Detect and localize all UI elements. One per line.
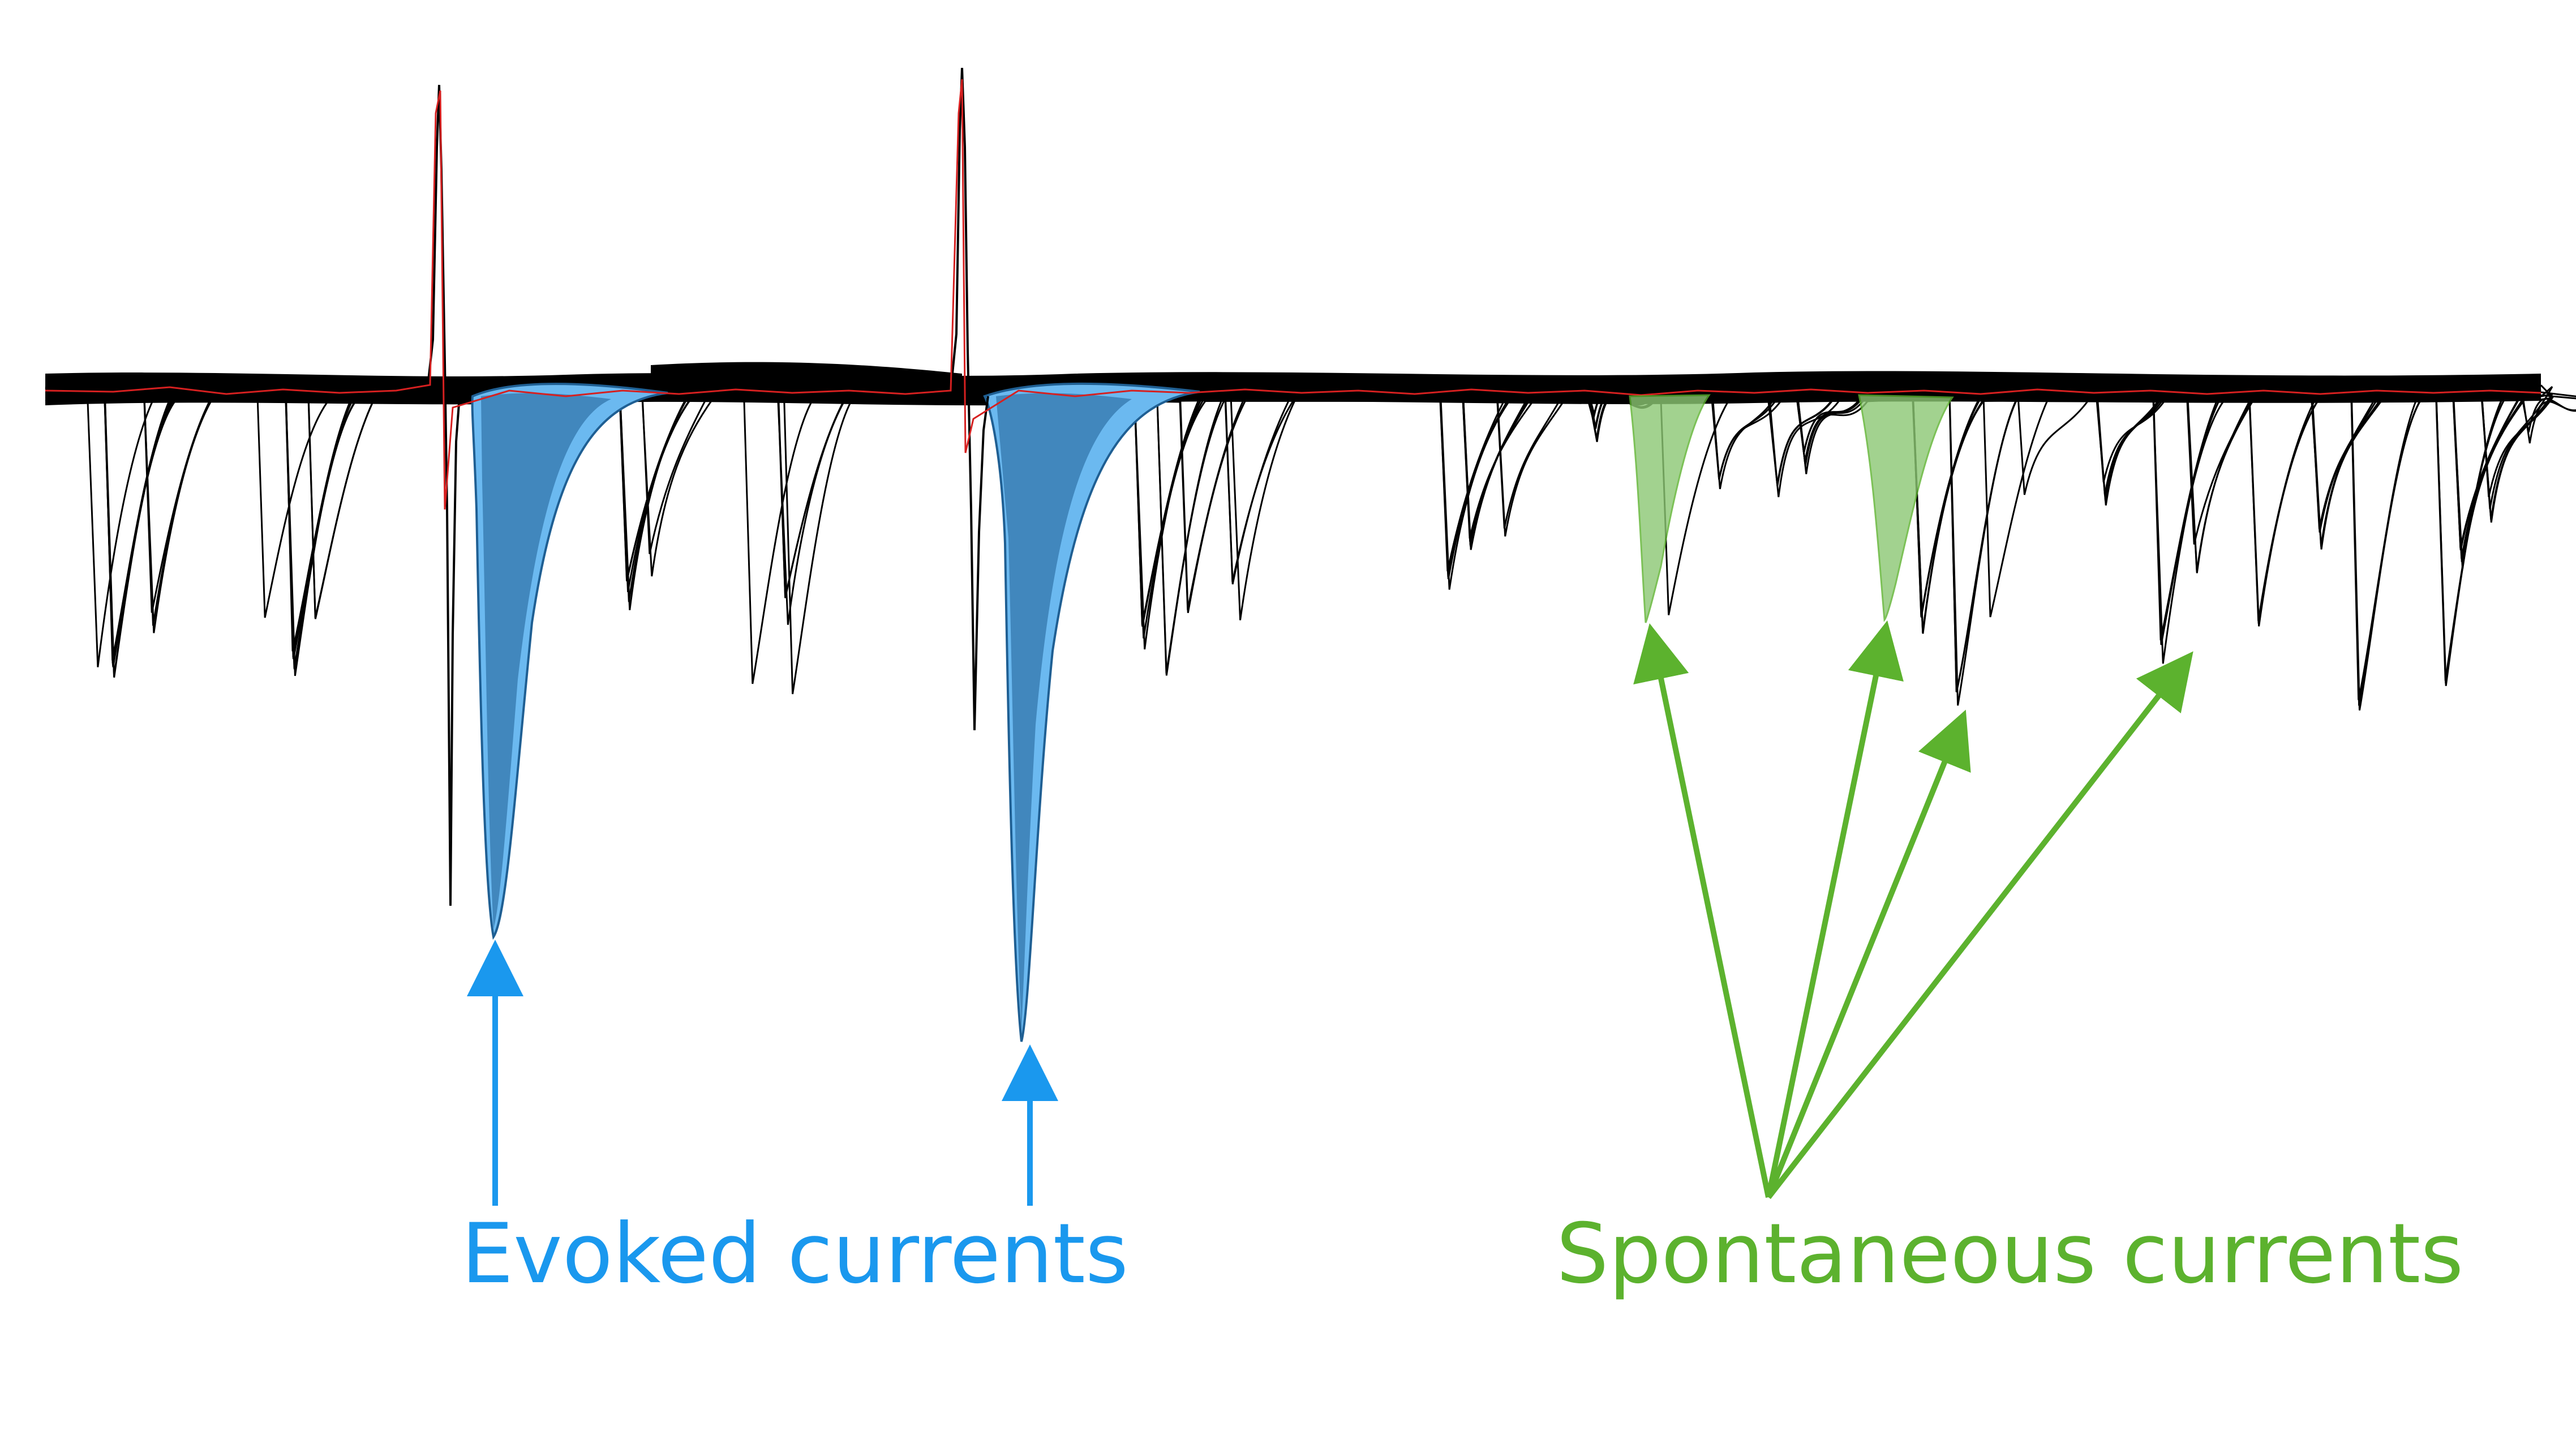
spontaneous-event-2-fill xyxy=(1858,394,1954,622)
evoked-response-fills xyxy=(471,382,1200,1042)
stimulus-artifact-2 xyxy=(950,67,989,731)
raw-trace xyxy=(45,386,2541,700)
spontaneous-arrow-3 xyxy=(1766,709,1971,1198)
raw-current-traces xyxy=(45,383,2576,711)
raw-trace xyxy=(45,384,2541,626)
stimulus-artifact-1 xyxy=(426,84,461,906)
baseline-band xyxy=(45,362,2541,406)
raw-trace xyxy=(45,384,2576,695)
spontaneous-currents-label: Spontaneous currents xyxy=(1556,1206,2463,1302)
spontaneous-arrows xyxy=(1633,620,2193,1200)
stimulus-artifacts xyxy=(426,67,989,906)
spontaneous-arrow-2 xyxy=(1766,620,1904,1198)
spontaneous-arrow-4 xyxy=(1766,651,2193,1200)
raw-trace xyxy=(45,384,2541,711)
raw-trace xyxy=(45,386,2554,674)
spontaneous-event-fills xyxy=(1629,394,1954,623)
raw-trace xyxy=(45,386,2541,693)
evoked-response-2-core xyxy=(996,393,1132,1031)
raw-trace xyxy=(45,384,2553,677)
spontaneous-arrow-1 xyxy=(1633,623,1771,1198)
evoked-response-1-core xyxy=(481,393,611,928)
spontaneous-event-1-fill xyxy=(1629,394,1711,623)
raw-trace xyxy=(45,385,2554,706)
raw-trace xyxy=(45,385,2541,706)
average-trace xyxy=(45,79,2541,510)
raw-trace xyxy=(45,386,2553,613)
evoked-currents-label: Evoked currents xyxy=(461,1206,1128,1302)
